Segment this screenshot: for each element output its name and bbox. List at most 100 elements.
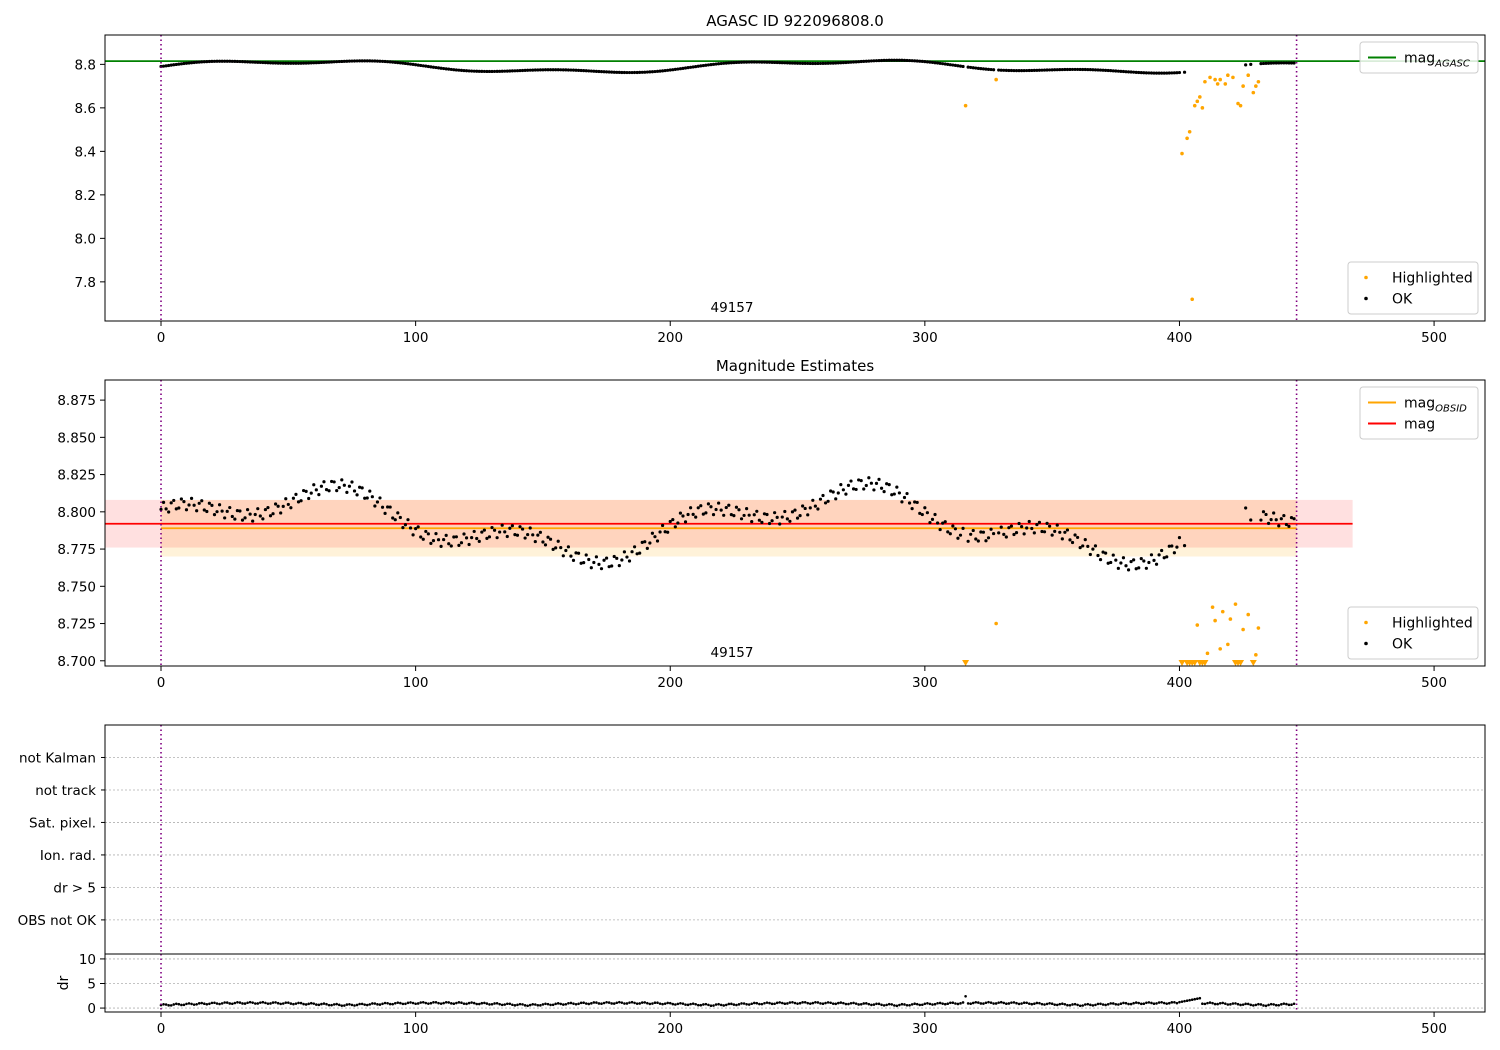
point-dr (1252, 1004, 1255, 1007)
point-ok (1152, 558, 1156, 562)
point-ok (561, 68, 565, 72)
point-dr (337, 1003, 341, 1007)
point-ok (783, 509, 787, 514)
point-ok (330, 479, 334, 484)
point-dr (246, 1001, 249, 1005)
point-ok (556, 539, 560, 543)
point-ok (319, 484, 324, 488)
point-ok (1142, 559, 1146, 563)
point-ok (210, 503, 214, 507)
point-ok (352, 489, 357, 493)
point-ok (223, 516, 227, 520)
point-dr (1045, 1002, 1049, 1006)
point-ok (867, 476, 871, 480)
point-dr (780, 1001, 784, 1005)
point-ok (528, 526, 532, 530)
point-ok (727, 503, 731, 507)
point-dr (1129, 1002, 1133, 1006)
point-ok (1175, 71, 1179, 75)
point-ok (1088, 552, 1092, 557)
point-ok (879, 486, 884, 490)
x-tick-label: 100 (403, 330, 429, 346)
point-dr (472, 1001, 476, 1005)
point-ok (312, 483, 316, 487)
point-dr (261, 1000, 265, 1004)
point-dr (505, 1002, 509, 1006)
point-dr (966, 1002, 970, 1005)
point-ok (989, 527, 993, 531)
point-ok (1109, 560, 1113, 565)
point-ok (263, 507, 268, 512)
point-dr (712, 1004, 715, 1007)
point-ok (813, 61, 817, 66)
point-dr (1170, 1001, 1174, 1004)
point-dr (467, 1001, 471, 1005)
point-highlighted (1228, 617, 1233, 621)
point-ok (164, 64, 168, 68)
point-ok (482, 528, 486, 532)
point-dr (401, 1002, 405, 1006)
point-dr (559, 1002, 563, 1006)
point-highlighted-clipped (1178, 660, 1186, 667)
point-ok (1144, 71, 1148, 75)
point-highlighted-clipped (1249, 660, 1257, 667)
point-ok (1098, 68, 1103, 72)
point-ok (1106, 561, 1110, 565)
point-ok (877, 58, 881, 63)
point-dr (862, 1002, 866, 1005)
point-ok (1032, 68, 1036, 72)
point-ok (1020, 69, 1024, 73)
point-ok (179, 497, 183, 501)
point-ok (345, 490, 349, 494)
point-ok (1055, 523, 1059, 527)
point-ok (1040, 68, 1044, 72)
point-dr (302, 1002, 305, 1006)
point-dr (1017, 1002, 1021, 1006)
point-ok (327, 60, 331, 64)
point-ok (920, 59, 924, 63)
point-ok (625, 555, 629, 559)
point-dr (620, 1001, 624, 1004)
point-highlighted (1256, 79, 1261, 84)
legend-label: OK (1392, 292, 1413, 308)
point-dr (251, 1001, 254, 1004)
point-dr (1229, 1003, 1232, 1006)
point-dr (623, 1002, 626, 1005)
point-ok (752, 60, 756, 64)
legend-box (1359, 386, 1479, 440)
point-ok (668, 519, 672, 524)
point-dr (1274, 1003, 1278, 1007)
point-ok (1132, 70, 1136, 74)
point-ok (839, 483, 843, 487)
point-dr (516, 1003, 519, 1007)
point-ok (671, 68, 675, 72)
point-ok (589, 69, 593, 73)
x-tick-label: 0 (157, 1021, 166, 1037)
point-ok (375, 500, 380, 504)
point-ok (951, 524, 955, 528)
point-ok (974, 537, 978, 541)
point-ok (704, 63, 708, 67)
point-highlighted (1213, 618, 1217, 623)
point-dr (679, 1001, 682, 1005)
point-ok (531, 68, 535, 72)
point-dr (676, 1002, 680, 1006)
point-ok (767, 521, 772, 526)
point-ok (391, 516, 395, 520)
point-ok (829, 489, 833, 493)
point-ok (818, 497, 823, 501)
point-ok (879, 58, 884, 63)
y-tick-label: 8.6 (75, 101, 96, 117)
point-ok (161, 500, 166, 504)
point-ok (969, 532, 973, 536)
point-ok (447, 67, 451, 71)
point-dr (424, 1001, 428, 1005)
point-ok (976, 539, 980, 543)
point-dr (1290, 1003, 1293, 1007)
point-dr (661, 1002, 664, 1006)
point-ok (235, 508, 239, 513)
point-ok (986, 536, 991, 540)
point-ok (645, 70, 649, 74)
point-dr (1071, 1003, 1074, 1006)
point-dr (987, 1000, 990, 1004)
